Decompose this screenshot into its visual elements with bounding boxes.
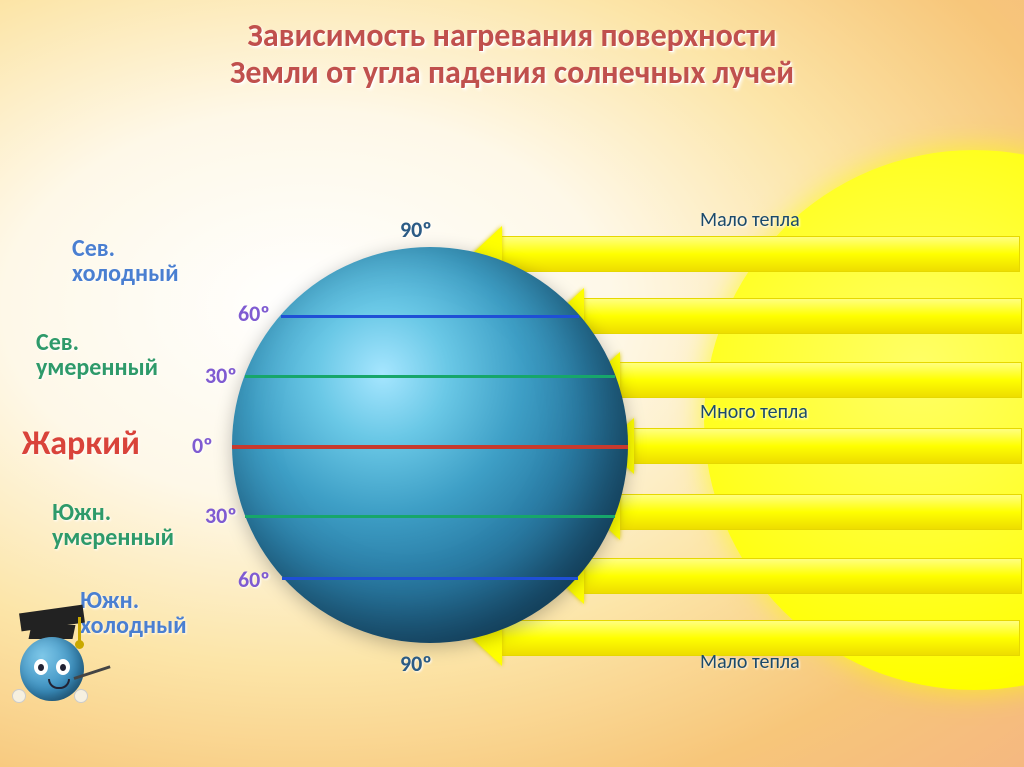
sun-ray-arrow xyxy=(632,428,1022,464)
diagram-stage: Мало тепла Много тепла Мало тепла 90º 60º 30… xyxy=(0,0,1024,767)
sun-ray-arrow xyxy=(618,494,1022,530)
climate-zone-label: Жаркий xyxy=(22,426,140,462)
degree-label: 30º xyxy=(205,502,237,529)
climate-zone-label: Сев.умеренный xyxy=(36,330,158,380)
heat-amount-label: Мало тепла xyxy=(700,650,800,674)
degree-label: 60º xyxy=(238,300,270,327)
sun-ray-arrow xyxy=(500,236,1020,272)
climate-zone-label: Южн.умеренный xyxy=(52,500,174,550)
degree-label: 90º xyxy=(400,650,432,677)
degree-label: 30º xyxy=(205,362,237,389)
climate-zone-label: Сев.холодный xyxy=(72,236,179,286)
sun-ray-arrow xyxy=(582,298,1022,334)
latitude-line xyxy=(245,515,615,518)
latitude-line xyxy=(282,577,577,580)
heat-amount-label: Мало тепла xyxy=(700,208,800,232)
sun-ray-arrow xyxy=(618,362,1022,398)
heat-amount-label: Много тепла xyxy=(700,400,808,424)
degree-label: 60º xyxy=(238,566,270,593)
sun-ray-arrow xyxy=(582,558,1022,594)
mascot-globe-character xyxy=(12,631,100,731)
earth-globe xyxy=(232,247,628,643)
latitude-line xyxy=(245,375,615,378)
latitude-line xyxy=(232,445,628,449)
latitude-line xyxy=(281,315,580,318)
degree-label: 0º xyxy=(192,432,213,459)
degree-label: 90º xyxy=(400,216,432,243)
